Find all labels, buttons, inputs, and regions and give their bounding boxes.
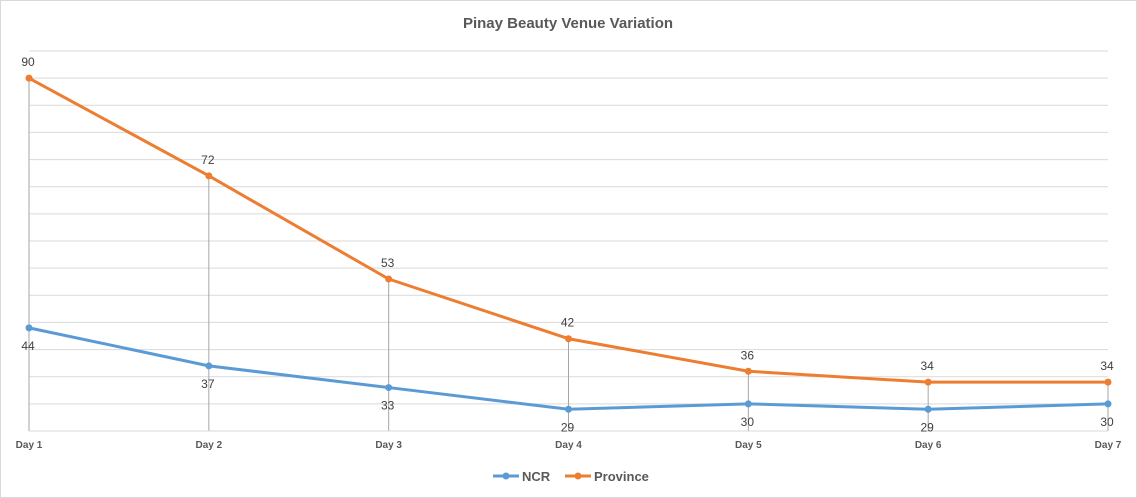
x-tick-label: Day 2 <box>195 440 222 451</box>
legend-label-province: Province <box>594 469 649 484</box>
data-label-province: 34 <box>1100 359 1114 373</box>
data-point-province <box>744 367 752 375</box>
legend-marker-province <box>574 472 582 480</box>
x-tick-label: Day 6 <box>915 440 942 451</box>
data-point-ncr <box>385 384 393 392</box>
data-point-ncr <box>205 362 213 370</box>
data-point-ncr <box>1104 400 1112 408</box>
data-point-province <box>25 74 33 82</box>
chart-title: Pinay Beauty Venue Variation <box>463 15 673 32</box>
data-label-ncr: 29 <box>920 420 934 434</box>
x-tick-label: Day 7 <box>1095 440 1122 451</box>
data-label-ncr: 33 <box>381 399 395 413</box>
x-tick-label: Day 4 <box>555 440 582 451</box>
data-label-province: 42 <box>561 316 575 330</box>
x-tick-label: Day 5 <box>735 440 762 451</box>
x-tick-label: Day 1 <box>16 440 43 451</box>
data-point-province <box>205 172 213 180</box>
data-label-ncr: 44 <box>21 339 35 353</box>
data-label-province: 53 <box>381 256 395 270</box>
data-point-ncr <box>565 405 572 413</box>
data-label-province: 36 <box>741 348 755 362</box>
legend-label-ncr: NCR <box>522 469 551 484</box>
data-point-province <box>924 378 932 386</box>
legend-marker-ncr <box>502 472 510 480</box>
data-label-province: 72 <box>201 153 215 167</box>
data-label-province: 34 <box>920 359 934 373</box>
data-label-ncr: 29 <box>561 420 575 434</box>
data-label-province: 90 <box>21 55 35 69</box>
x-tick-label: Day 3 <box>375 440 402 451</box>
data-label-ncr: 37 <box>201 377 215 391</box>
data-point-province <box>1104 378 1112 386</box>
data-point-ncr <box>924 405 932 413</box>
data-label-ncr: 30 <box>1100 415 1114 429</box>
data-point-province <box>385 275 393 283</box>
data-point-ncr <box>25 324 33 332</box>
data-point-ncr <box>744 400 752 408</box>
data-label-ncr: 30 <box>741 415 755 429</box>
data-point-province <box>565 335 572 343</box>
